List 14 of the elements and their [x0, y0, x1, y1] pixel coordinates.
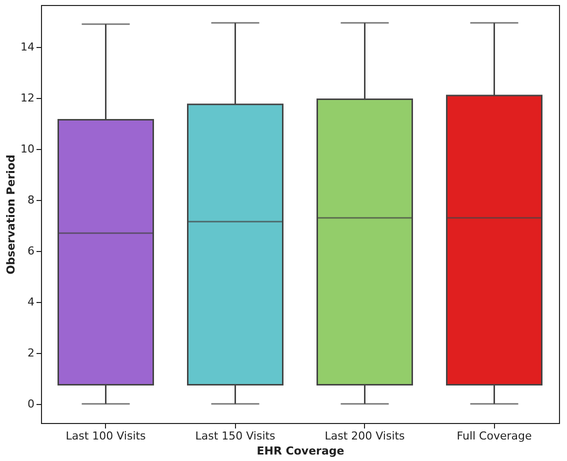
x-axis-title: EHR Coverage: [256, 444, 344, 458]
x-tick-label: Last 200 Visits: [324, 430, 406, 442]
y-tick-label: 12: [20, 92, 34, 105]
y-tick-label: 4: [28, 295, 34, 308]
y-tick-label: 10: [20, 142, 34, 156]
y-tick-label: 14: [20, 40, 34, 54]
y-tick-label: 0: [28, 397, 34, 410]
y-tick-label: 8: [28, 193, 34, 206]
x-tick-label: Last 150 Visits: [195, 430, 276, 442]
y-tick-label: 2: [28, 346, 34, 360]
x-tick-label: Full Coverage: [456, 430, 532, 442]
y-axis-title: Observation Period: [4, 154, 18, 274]
x-tick-label: Last 100 Visits: [66, 430, 146, 442]
y-tick-label: 6: [28, 244, 34, 258]
